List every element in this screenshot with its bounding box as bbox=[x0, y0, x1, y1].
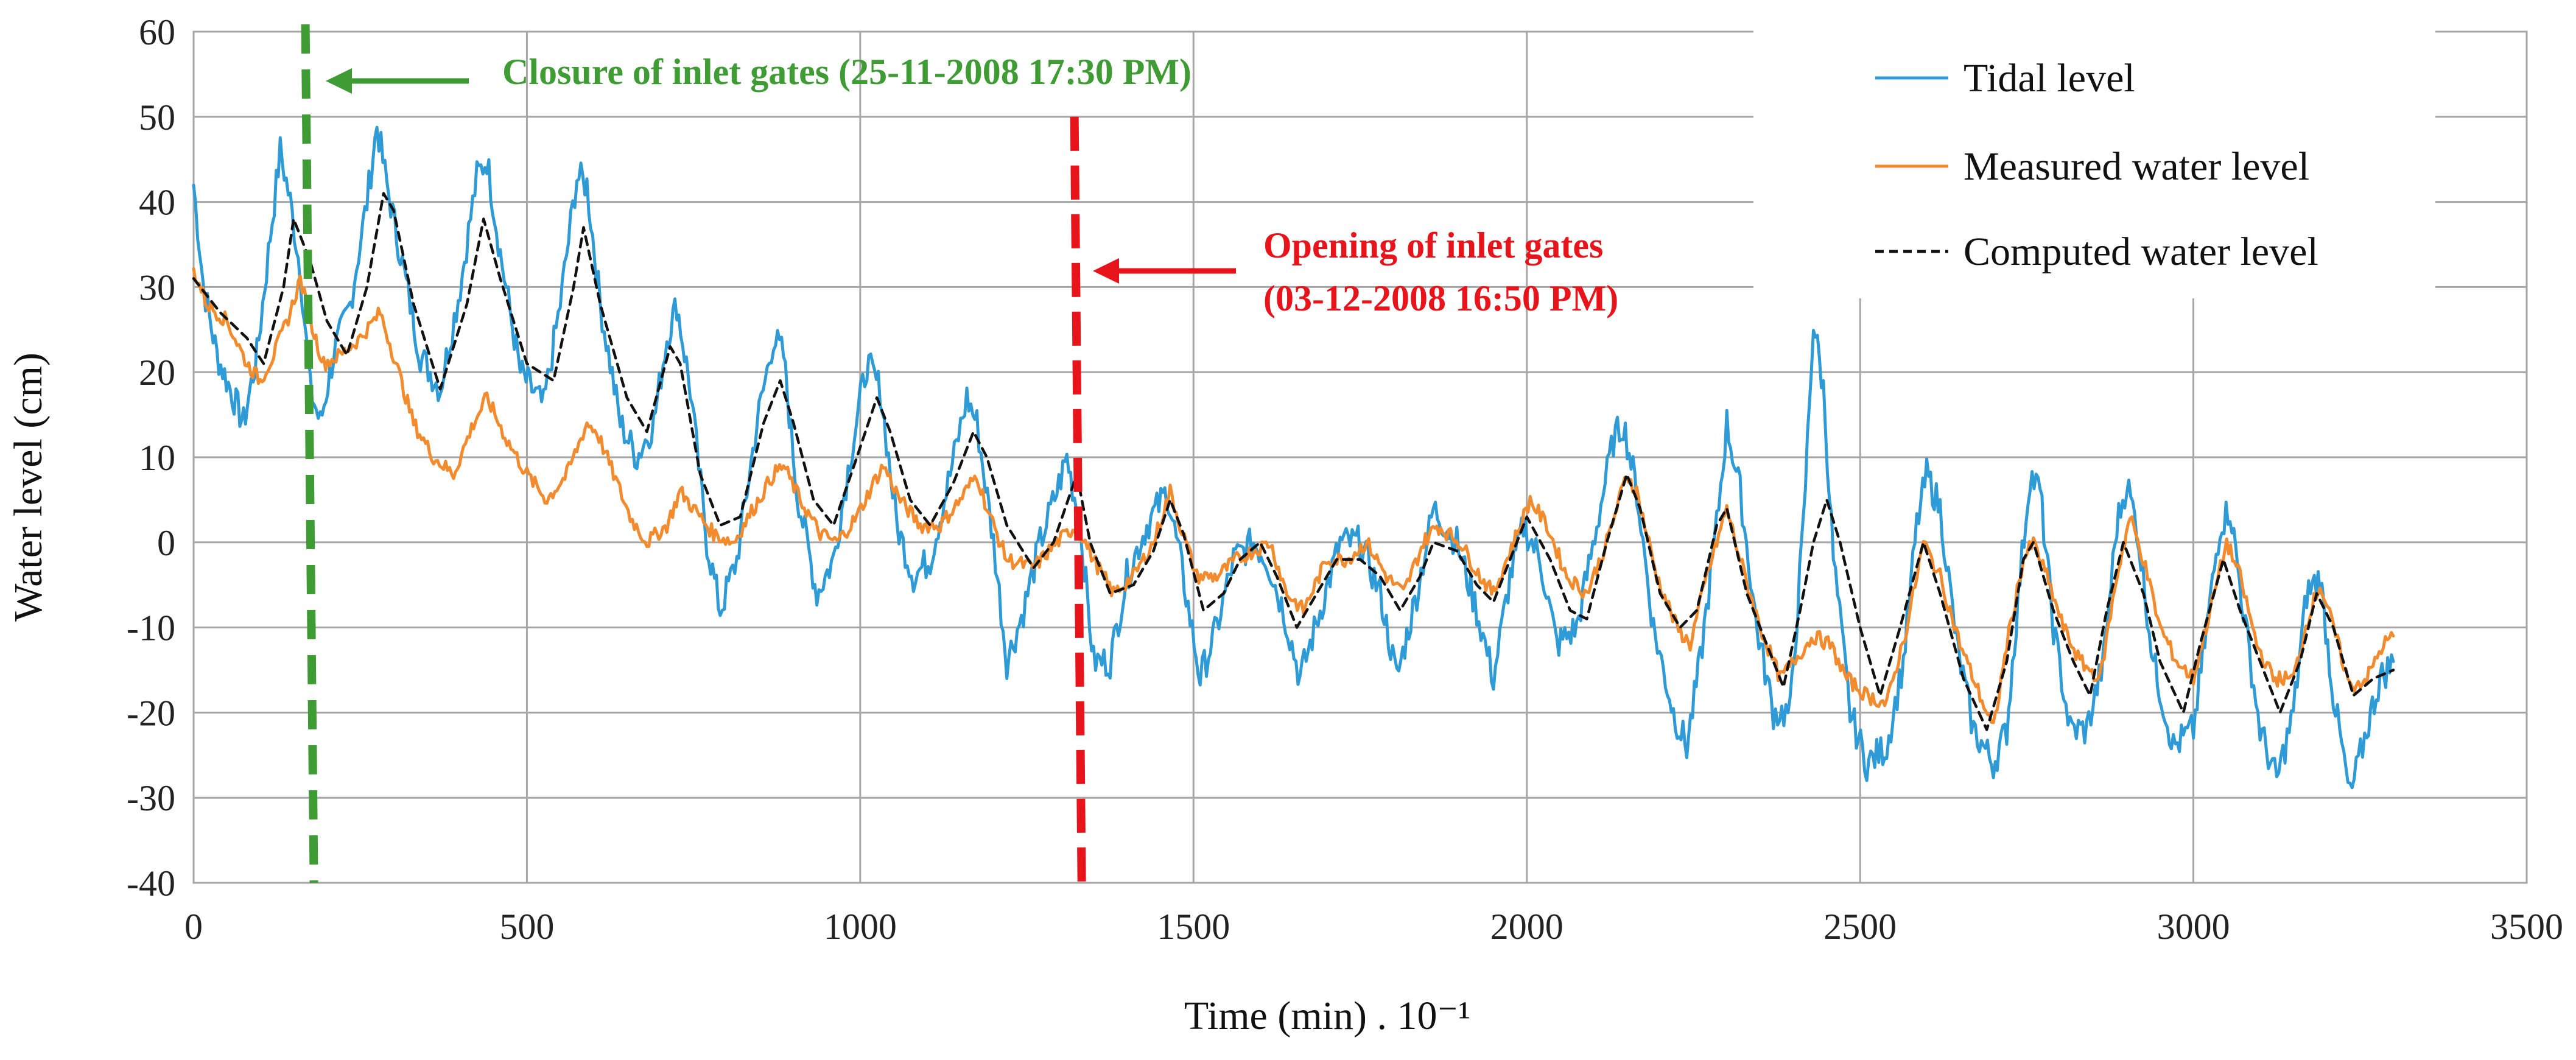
y-tick-labels: -40 -30 -20 -10 0 10 20 30 40 50 60 bbox=[127, 12, 175, 904]
legend: Tidal level Measured water level Compute… bbox=[1753, 30, 2435, 298]
y-tick-label: 0 bbox=[157, 523, 175, 563]
opening-label-line1: Opening of inlet gates bbox=[1263, 225, 1603, 265]
opening-label-line2: (03-12-2008 16:50 PM) bbox=[1263, 278, 1618, 318]
closure-label: Closure of inlet gates (25-11-2008 17:30… bbox=[502, 52, 1191, 92]
x-tick-label: 3500 bbox=[2490, 907, 2563, 947]
plot-area-border bbox=[192, 30, 2528, 884]
legend-label-computed: Computed water level bbox=[1964, 230, 2318, 274]
y-tick-label: -30 bbox=[127, 778, 175, 818]
legend-label-measured: Measured water level bbox=[1964, 144, 2309, 189]
x-tick-label: 0 bbox=[184, 907, 203, 947]
closure-annotation: Closure of inlet gates (25-11-2008 17:30… bbox=[326, 52, 1191, 94]
closure-gate-line bbox=[301, 24, 318, 883]
y-axis-title: Water level (cm) bbox=[6, 353, 51, 622]
x-tick-label: 2000 bbox=[1490, 907, 1563, 947]
legend-box bbox=[1753, 30, 2435, 298]
y-tick-label: 20 bbox=[139, 353, 175, 393]
y-tick-label: 30 bbox=[139, 267, 175, 307]
y-tick-label: -10 bbox=[127, 608, 175, 648]
y-tick-label: 40 bbox=[139, 183, 175, 223]
closure-arrow-head bbox=[326, 68, 352, 94]
series-computed-water-level bbox=[192, 192, 2395, 731]
series-lines bbox=[192, 125, 2395, 790]
series-tidal-level bbox=[192, 125, 2395, 790]
y-tick-label: 60 bbox=[139, 12, 175, 52]
opening-annotation: Opening of inlet gates (03-12-2008 16:50… bbox=[1093, 225, 1618, 318]
x-axis-title: Time (min) . 10⁻¹ bbox=[1184, 994, 1470, 1038]
x-tick-label: 3000 bbox=[2157, 907, 2230, 947]
gate-marker-lines bbox=[301, 24, 1086, 883]
x-tick-label: 500 bbox=[499, 907, 554, 947]
x-tick-label: 2500 bbox=[1823, 907, 1897, 947]
plot-frame bbox=[192, 30, 2528, 884]
legend-label-tidal: Tidal level bbox=[1964, 56, 2135, 100]
y-tick-label: -40 bbox=[127, 863, 175, 904]
y-tick-label: 10 bbox=[139, 438, 175, 478]
x-tick-label: 1000 bbox=[824, 907, 897, 947]
opening-arrow-head bbox=[1093, 258, 1119, 284]
y-tick-label: 50 bbox=[139, 97, 175, 138]
series-measured-water-level bbox=[192, 267, 2395, 725]
y-tick-label: -20 bbox=[127, 693, 175, 733]
x-tick-labels: 0 500 1000 1500 2000 2500 3000 3500 bbox=[184, 907, 2563, 947]
opening-gate-line bbox=[1070, 116, 1086, 883]
x-tick-label: 1500 bbox=[1157, 907, 1230, 947]
